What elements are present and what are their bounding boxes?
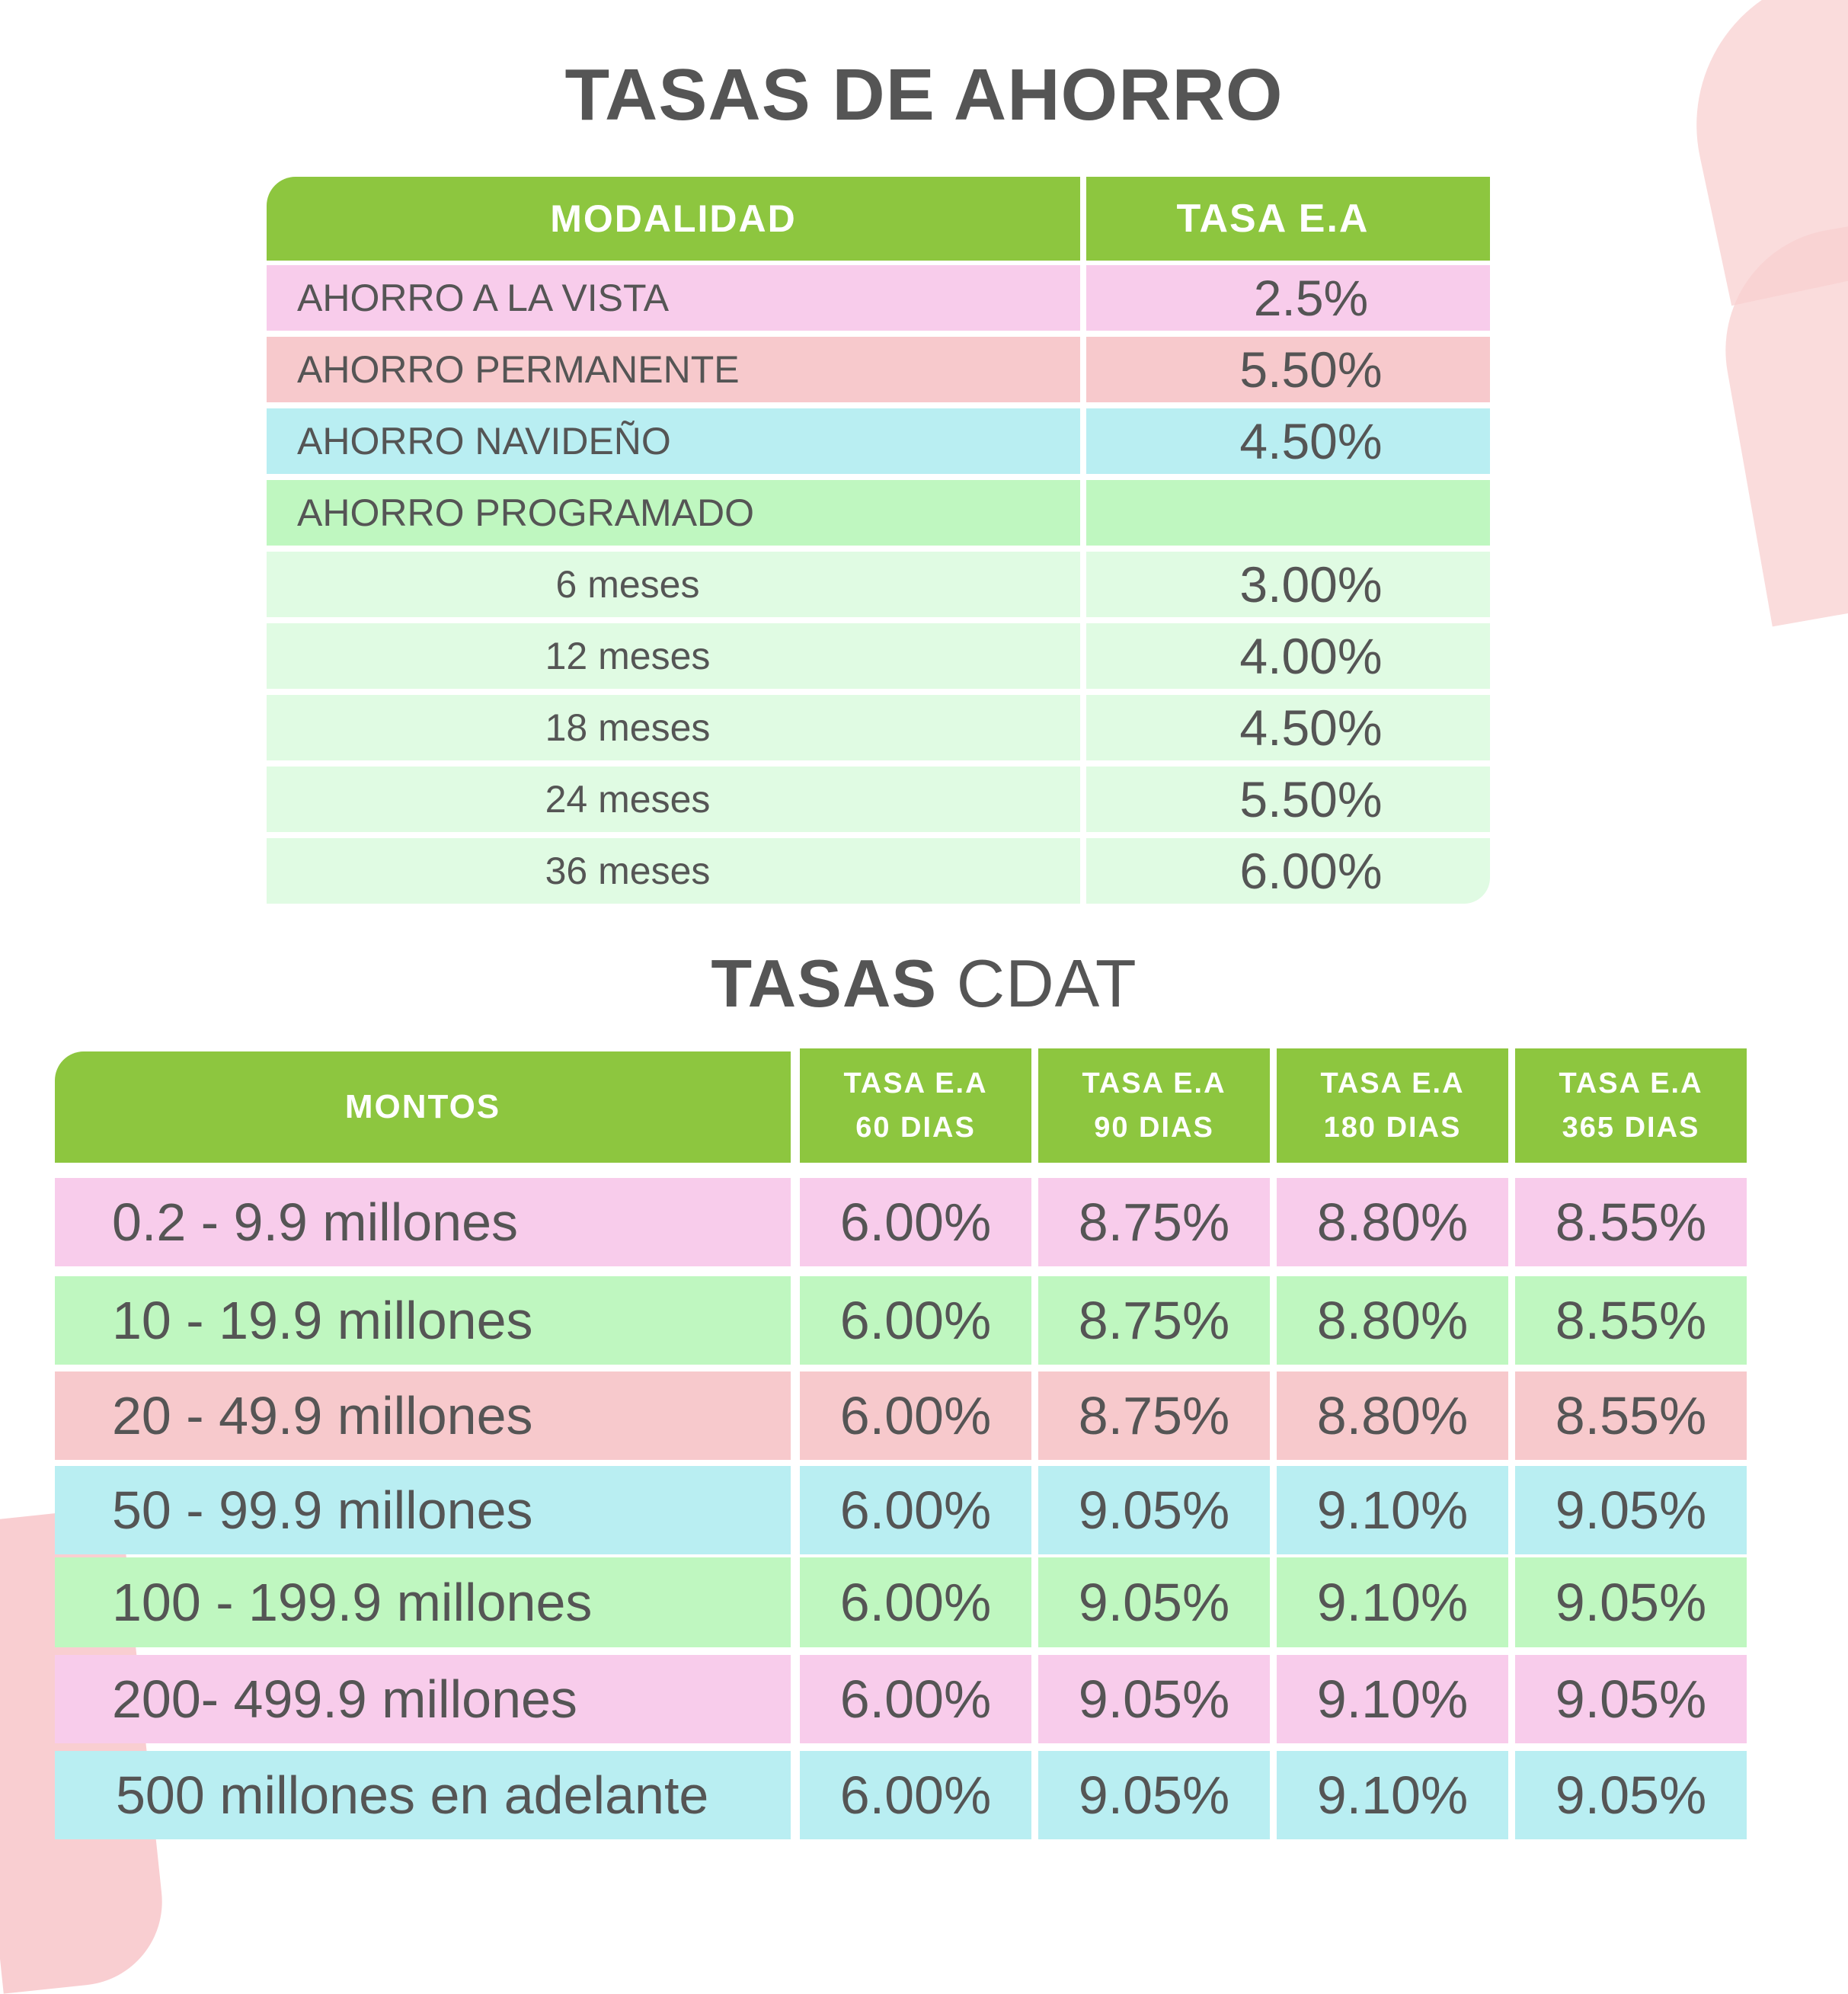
cdat-rate: 9.05% [1038,1466,1270,1554]
cdat-range: 500 millones en adelante [55,1751,791,1839]
programado-term: 36 meses [267,838,1080,904]
header-period-label: 60 DIAS [855,1112,976,1144]
header-tasa-label: TASA E.A [1320,1067,1465,1099]
cdat-range: 200- 499.9 millones [55,1655,791,1743]
ahorro-row-label: AHORRO PROGRAMADO [267,480,1080,546]
ahorro-row-label: AHORRO NAVIDEÑO [267,408,1080,474]
programado-term: 18 meses [267,695,1080,760]
cdat-rate: 6.00% [800,1178,1031,1266]
cdat-rate: 8.75% [1038,1276,1270,1365]
cdat-rate: 6.00% [800,1466,1031,1554]
header-period-label: 365 DIAS [1562,1112,1700,1144]
cdat-rate: 6.00% [800,1655,1031,1743]
ahorro-title: TASAS DE AHORRO [564,54,1284,136]
cdat-rate: 9.05% [1515,1466,1747,1554]
cdat-rate: 9.10% [1277,1751,1508,1839]
programado-term: 24 meses [267,767,1080,832]
cdat-rate: 8.55% [1515,1178,1747,1266]
cdat-rate: 8.80% [1277,1178,1508,1266]
cdat-rate: 8.55% [1515,1276,1747,1365]
programado-rate: 4.50% [1086,695,1490,760]
cdat-rate: 8.80% [1277,1276,1508,1365]
cdat-rate: 9.10% [1277,1557,1508,1647]
programado-rate: 5.50% [1086,767,1490,832]
cdat-rate: 9.05% [1038,1557,1270,1647]
ahorro-row-label: AHORRO PERMANENTE [267,337,1080,402]
header-period-label: 90 DIAS [1094,1112,1214,1144]
cdat-title-strong: TASAS [711,946,938,1021]
header-tasa-ea: TASA E.A [1086,177,1490,261]
cdat-range: 0.2 - 9.9 millones [55,1178,791,1266]
header-tasa-period: TASA E.A 180 DIAS [1277,1048,1508,1163]
cdat-rate: 8.75% [1038,1371,1270,1460]
header-tasa-label: TASA E.A [1082,1067,1226,1099]
header-tasa-period: TASA E.A 60 DIAS [800,1048,1031,1163]
cdat-rate: 9.10% [1277,1466,1508,1554]
cdat-rate: 6.00% [800,1276,1031,1365]
cdat-rate: 8.75% [1038,1178,1270,1266]
header-tasa-label: TASA E.A [1559,1067,1703,1099]
cdat-rate: 9.05% [1515,1751,1747,1839]
header-tasa-period: TASA E.A 90 DIAS [1038,1048,1270,1163]
cdat-rate: 6.00% [800,1557,1031,1647]
cdat-rate: 6.00% [800,1751,1031,1839]
cdat-rate: 9.05% [1038,1655,1270,1743]
cdat-range: 100 - 199.9 millones [55,1557,791,1647]
ahorro-row-rate: 5.50% [1086,337,1490,402]
cdat-rate: 9.05% [1515,1557,1747,1647]
programado-rate: 3.00% [1086,552,1490,617]
cdat-rate: 9.10% [1277,1655,1508,1743]
ahorro-row-rate [1086,480,1490,546]
ahorro-row-rate: 2.5% [1086,265,1490,331]
header-tasa-label: TASA E.A [843,1067,988,1099]
header-montos: MONTOS [55,1051,791,1163]
cdat-rate: 8.55% [1515,1371,1747,1460]
cdat-title-light: CDAT [956,946,1137,1021]
programado-term: 6 meses [267,552,1080,617]
cdat-rate: 9.05% [1038,1751,1270,1839]
programado-rate: 6.00% [1086,838,1490,904]
cdat-title: TASAS CDAT [0,945,1848,1023]
header-tasa-period: TASA E.A 365 DIAS [1515,1048,1747,1163]
cdat-rate: 8.80% [1277,1371,1508,1460]
cdat-range: 10 - 19.9 millones [55,1276,791,1365]
ahorro-row-rate: 4.50% [1086,408,1490,474]
cdat-rate: 6.00% [800,1371,1031,1460]
cdat-range: 20 - 49.9 millones [55,1371,791,1460]
ahorro-row-label: AHORRO A LA VISTA [267,265,1080,331]
cdat-range: 50 - 99.9 millones [55,1466,791,1554]
programado-rate: 4.00% [1086,623,1490,689]
programado-term: 12 meses [267,623,1080,689]
header-modalidad: MODALIDAD [267,177,1080,261]
cdat-rate: 9.05% [1515,1655,1747,1743]
header-period-label: 180 DIAS [1323,1112,1462,1144]
